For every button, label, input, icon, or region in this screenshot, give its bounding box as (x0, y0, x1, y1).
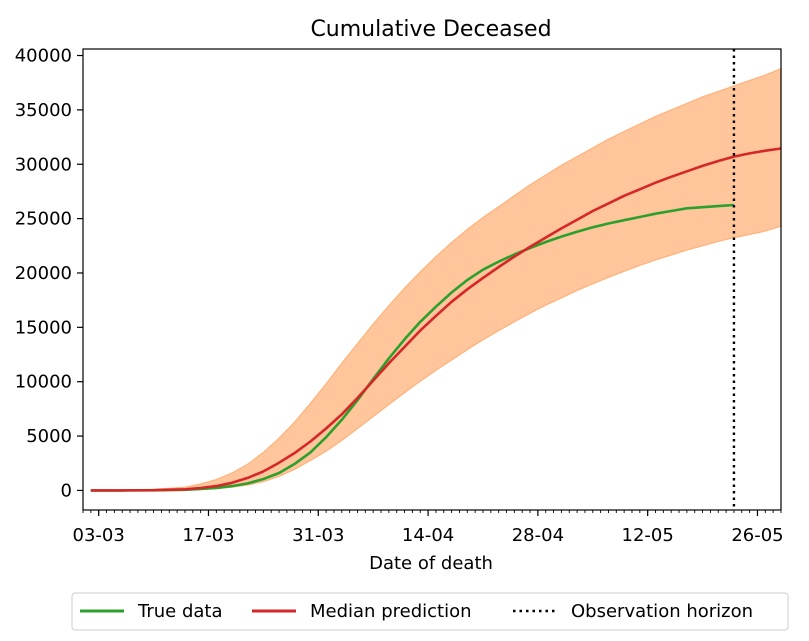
x-tick-label: 17-03 (182, 525, 234, 546)
series-layer (90, 147, 782, 492)
y-tick-label: 5000 (26, 426, 72, 447)
x-tick-label: 26-05 (731, 525, 783, 546)
x-tick-label: 28-04 (512, 525, 564, 546)
legend-label: Median prediction (310, 601, 472, 622)
chart-title: Cumulative Deceased (310, 17, 551, 42)
y-tick-label: 0 (61, 480, 72, 501)
x-tick-label: 31-03 (292, 525, 344, 546)
series-line-median-prediction (90, 147, 782, 492)
series-line-true-data (90, 203, 734, 492)
legend-box (71, 592, 789, 631)
y-tick-label: 30000 (15, 154, 72, 175)
y-tick-label: 40000 (15, 46, 72, 67)
prediction-interval-band (90, 67, 782, 491)
y-tick-label: 10000 (15, 372, 72, 393)
y-tick-label: 15000 (15, 317, 72, 338)
x-axis-label: Date of death (369, 553, 493, 574)
legend: True data Median prediction Observation ho… (71, 592, 789, 631)
x-axis: 03-03 17-03 31-03 14-04 28-04 12-05 26-05 (73, 510, 784, 546)
plot-frame (82, 48, 782, 511)
y-tick-label: 25000 (15, 209, 72, 230)
x-tick-label: 12-05 (622, 525, 674, 546)
y-axis: 0 5000 10000 15000 20000 25000 30000 35000 40000 (15, 46, 83, 501)
y-tick-label: 20000 (15, 263, 72, 284)
x-tick-label: 14-04 (402, 525, 454, 546)
prediction-band-layer (90, 67, 782, 491)
legend-label: True data (137, 601, 223, 622)
x-tick-label: 03-03 (73, 525, 125, 546)
y-tick-label: 35000 (15, 100, 72, 121)
legend-label: Observation horizon (571, 601, 753, 622)
